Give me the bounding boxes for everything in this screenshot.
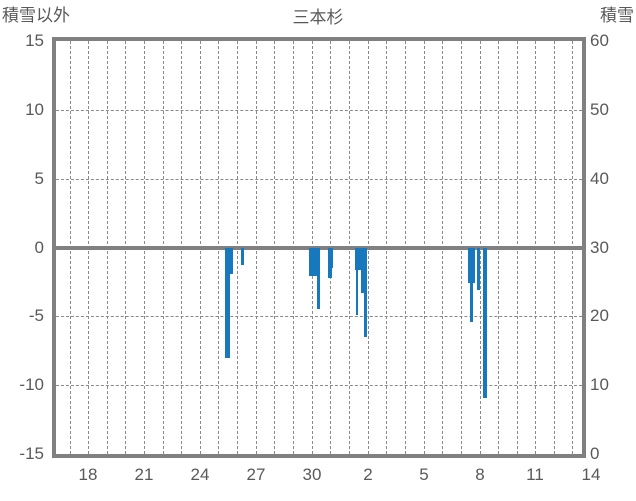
data-bar (317, 247, 320, 310)
x-axis-tick: 24 (190, 465, 210, 484)
horizontal-gridline (56, 316, 582, 318)
data-bar (364, 247, 367, 337)
y-axis-tick-left: -10 (19, 375, 44, 395)
x-axis-tick: 5 (419, 465, 429, 484)
y-axis-tick-left: 0 (34, 237, 44, 257)
y-axis-tick-right: 50 (590, 99, 609, 119)
x-axis-tick: 11 (526, 465, 544, 484)
x-axis-tick: 8 (475, 465, 485, 484)
data-bar (483, 247, 487, 398)
data-bar (241, 247, 244, 266)
x-axis-tick: 21 (134, 465, 154, 484)
horizontal-gridline (56, 385, 582, 387)
x-axis-tick: 14 (581, 465, 601, 484)
y-axis-tick-left: 15 (25, 31, 44, 50)
data-bar (470, 247, 473, 322)
plot-inner (56, 41, 582, 454)
data-bar (328, 247, 332, 278)
data-bar (225, 247, 230, 358)
data-bar (230, 247, 233, 274)
y-axis-tick-right: 60 (590, 31, 609, 50)
y-axis-tick-right: 10 (590, 375, 609, 395)
y-axis-tick-right: 0 (590, 444, 600, 463)
data-bar (355, 247, 361, 270)
y-axis-tick-right: 30 (590, 237, 609, 257)
left-axis-title: 積雪以外 (2, 6, 70, 25)
data-bar (309, 247, 317, 277)
data-bar (477, 247, 480, 291)
y-axis-tick-left: -15 (19, 444, 44, 463)
y-axis-tick-left: 10 (25, 99, 44, 119)
chart-title: 三本杉 (292, 8, 344, 27)
right-axis-title: 積雪 (600, 6, 634, 25)
data-bar (331, 247, 333, 269)
data-bar (361, 247, 365, 293)
plot-area (52, 37, 586, 458)
x-axis-tick: 30 (302, 465, 322, 484)
y-axis-tick-right: 20 (590, 306, 609, 326)
x-axis-tick: 18 (78, 465, 98, 484)
x-axis-tick: 2 (363, 465, 373, 484)
y-axis-tick-right: 40 (590, 168, 609, 188)
y-axis-tick-left: -5 (28, 306, 44, 326)
data-bar (356, 247, 358, 315)
horizontal-gridline (56, 178, 582, 180)
y-axis-tick-left: 5 (34, 168, 44, 188)
x-axis-tick: 27 (246, 465, 266, 484)
horizontal-gridline (56, 109, 582, 111)
